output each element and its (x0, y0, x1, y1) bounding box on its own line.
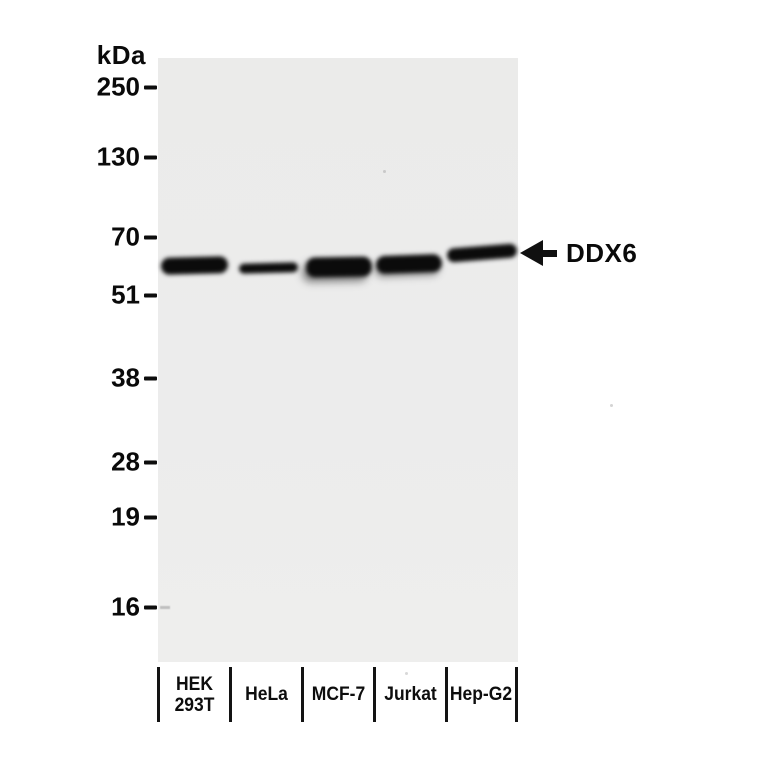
mw-marker-250: 250 (0, 72, 158, 103)
mw-tick (144, 460, 157, 464)
mw-marker-16: 16 (0, 592, 158, 623)
mw-marker-130: 130 (0, 142, 158, 173)
mw-marker-51: 51 (0, 280, 158, 311)
left-arrow-icon (520, 240, 543, 266)
lane-label-hela: HeLa (245, 684, 288, 705)
mw-marker-label: 38 (111, 362, 140, 393)
lane-label-mcf7: MCF-7 (311, 684, 366, 705)
mw-marker-label: 51 (111, 279, 140, 310)
mw-tick (144, 376, 157, 380)
mw-tick (144, 235, 157, 239)
mw-marker-label: 70 (111, 221, 140, 252)
target-annotation: DDX6 (520, 240, 637, 266)
mw-marker-label: 19 (111, 501, 140, 532)
lane-label-jurkat: Jurkat (384, 684, 437, 705)
band-mcf7 (305, 256, 373, 278)
ladder-unit-label: kDa (96, 40, 146, 70)
mw-tick (144, 515, 157, 519)
mw-tick (144, 293, 157, 297)
target-protein-label: DDX6 (566, 238, 638, 268)
lane-separator (445, 667, 448, 722)
lane-separator (229, 667, 232, 722)
mw-marker-19: 19 (0, 502, 158, 533)
mw-marker-70: 70 (0, 222, 158, 253)
mw-tick (144, 155, 157, 159)
gel-speck (405, 672, 408, 675)
mw-tick (144, 85, 157, 89)
lane-separator (515, 667, 518, 722)
band-hela (238, 262, 299, 274)
lane-separator (301, 667, 304, 722)
lane-label-hepg2: Hep-G2 (449, 684, 513, 705)
lane-separator (373, 667, 376, 722)
mw-marker-label: 16 (111, 591, 140, 622)
gel-speck (383, 170, 386, 173)
mw-marker-28: 28 (0, 447, 158, 478)
lane-label-hek293t: HEK 293T (174, 673, 215, 716)
gel-membrane (158, 58, 613, 675)
gel-speck (610, 404, 613, 407)
mw-tick (144, 605, 157, 609)
mw-marker-label: 28 (111, 446, 140, 477)
mw-marker-label: 250 (96, 71, 140, 102)
mw-marker-label: 130 (96, 141, 140, 172)
mw-marker-38: 38 (0, 363, 158, 394)
lane-separator (157, 667, 160, 722)
band-hek293t (160, 256, 229, 275)
gel-edge-mark (160, 606, 170, 609)
band-jurkat (375, 253, 443, 275)
left-arrow-tail (542, 249, 557, 257)
